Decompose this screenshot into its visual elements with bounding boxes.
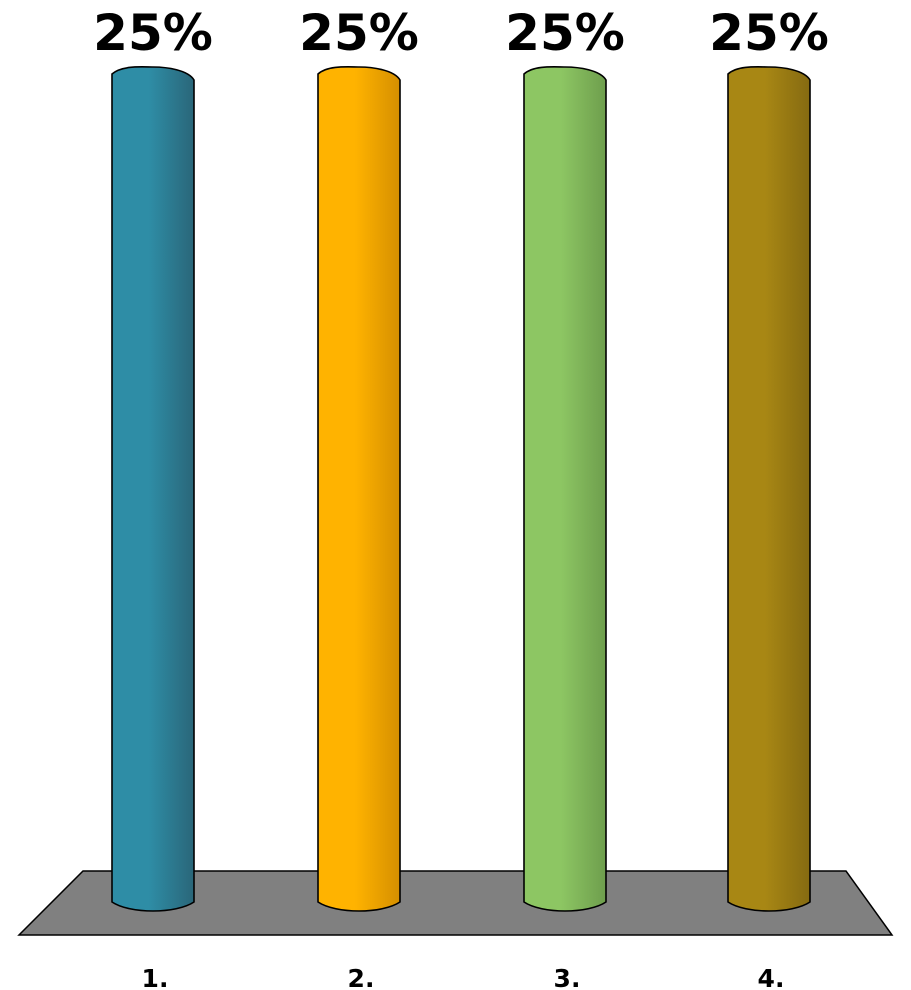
x-tick-labels-layer: 1. 2. 3. 4. xyxy=(142,964,785,990)
x-tick-label-3: 3. xyxy=(554,964,581,990)
bars-layer xyxy=(111,66,811,912)
x-tick-label-4: 4. xyxy=(758,964,785,990)
bar-4 xyxy=(727,66,811,912)
x-tick-label-2: 2. xyxy=(348,964,375,990)
bar-1 xyxy=(111,66,195,912)
bar-3 xyxy=(523,66,607,912)
data-label-4: 25% xyxy=(709,4,829,62)
data-label-1: 25% xyxy=(93,4,213,62)
data-labels-layer: 25% 25% 25% 25% xyxy=(93,4,829,62)
data-label-2: 25% xyxy=(299,4,419,62)
bar-2 xyxy=(317,66,401,912)
x-tick-label-1: 1. xyxy=(142,964,169,990)
data-label-3: 25% xyxy=(505,4,625,62)
